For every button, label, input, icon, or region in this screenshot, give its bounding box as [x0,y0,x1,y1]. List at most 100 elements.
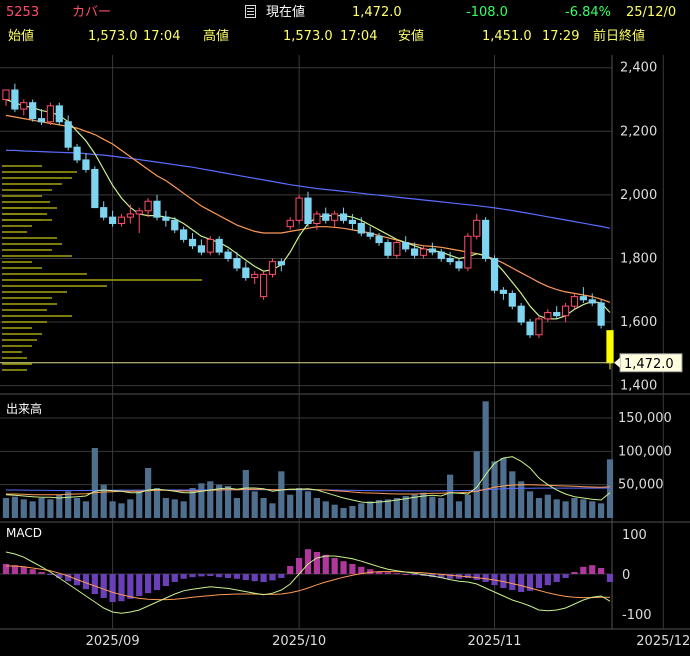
price-volume-profile-bar [2,231,27,233]
price-volume-profile-bar [2,243,62,245]
macd-histogram-bar [260,574,267,582]
volume-bar [571,498,578,518]
price-change: -108.0 [466,5,508,20]
macd-histogram-bar [242,574,249,580]
price-volume-profile-bar [2,291,67,293]
moving-average-mid-line [5,114,611,303]
macd-histogram-bar [20,566,27,574]
price-volume-profile-bar [2,327,32,329]
candle-body [55,105,63,123]
macd-histogram-bar [2,564,10,574]
candle-body [508,292,516,307]
price-volume-profile-bar [2,201,50,203]
price-volume-profile-bar [2,171,77,173]
volume-bar [189,488,196,518]
volume-bar [207,481,214,518]
price-tick-label: 2,400 [620,61,657,76]
memo-icon[interactable] [245,5,256,18]
candle-body [339,213,348,221]
price-volume-profile-bar [2,351,22,353]
volume-bar [322,501,329,518]
volume-bar [47,499,54,518]
candle-body [108,216,117,225]
candle-body [446,257,454,263]
price-volume-profile-bar [2,237,57,239]
price-volume-profile-bar [2,339,37,341]
price-volume-profile-bar [2,333,42,335]
volume-bar [198,483,205,518]
candle-body [64,121,72,148]
macd-histogram-bar [482,574,489,582]
volume-bar [367,501,374,518]
macd-histogram-bar [136,574,143,596]
volume-bar [375,500,383,518]
volume-bar [242,470,249,518]
price-volume-profile-bar [2,267,42,269]
candle-body [277,261,285,266]
candle-body [188,238,197,247]
volume-bar [29,501,36,518]
volume-bar [349,506,356,518]
macd-histogram-bar [65,574,72,582]
macd-histogram-bar [47,574,54,575]
macd-histogram-bar [544,574,551,586]
macd-histogram-bar [526,574,534,591]
macd-histogram-bar [162,574,169,586]
candle-body [393,242,401,256]
volume-bar [216,484,223,518]
candle-body [144,200,152,212]
macd-histogram-bar [606,574,614,582]
stock-code: 5253 [6,5,40,20]
macd-histogram-bar [180,574,187,579]
macd-histogram-bar [438,574,445,578]
volume-bar [171,499,178,518]
volume-bar [580,499,587,518]
macd-histogram-bar [118,574,125,602]
volume-bar [402,496,409,518]
volume-bar [331,504,338,518]
macd-histogram-bar [562,574,569,578]
candle-body [11,89,19,110]
volume-bar [180,501,187,518]
candle-body [561,305,570,317]
quote-date: 25/12/0 [626,5,677,20]
volume-bar [438,498,445,518]
candle-body [20,102,28,110]
candle-body [375,235,383,244]
macd-histogram-bar [278,574,285,578]
price-volume-profile-bar [2,297,52,299]
candle-body [2,89,10,101]
candle-body [197,245,206,253]
price-volume-profile-bar [2,213,42,215]
candle-body [135,210,143,215]
volume-bar [313,498,320,518]
macd-histogram-bar [509,574,516,590]
volume-bar [56,494,63,518]
price-volume-profile-bar [2,249,52,251]
volume-bar [304,491,312,518]
stock-name: カバー [72,5,112,20]
candle-body [490,257,499,291]
macd-histogram-bar [91,574,98,594]
volume-bar [136,491,143,518]
volume-bar [82,501,90,518]
candle-body [117,216,126,225]
price-volume-profile-bar [2,285,107,287]
high-time: 17:04 [340,29,378,44]
candle-body [242,267,250,279]
candle-body [171,219,179,231]
volume-bar [118,503,125,518]
macd-histogram-bar [296,558,303,574]
candle-body [606,330,614,364]
candle-body [357,223,365,234]
volume-bar [482,401,489,518]
prev-close-label: 前日終値 [593,29,646,44]
macd-histogram-bar [500,574,507,588]
macd-histogram-bar [447,574,454,579]
low-value: 1,451.0 [482,29,532,44]
volume-bar [109,501,116,518]
volume-bar [278,471,285,518]
volume-bar [553,499,560,518]
volume-bar [447,474,454,518]
